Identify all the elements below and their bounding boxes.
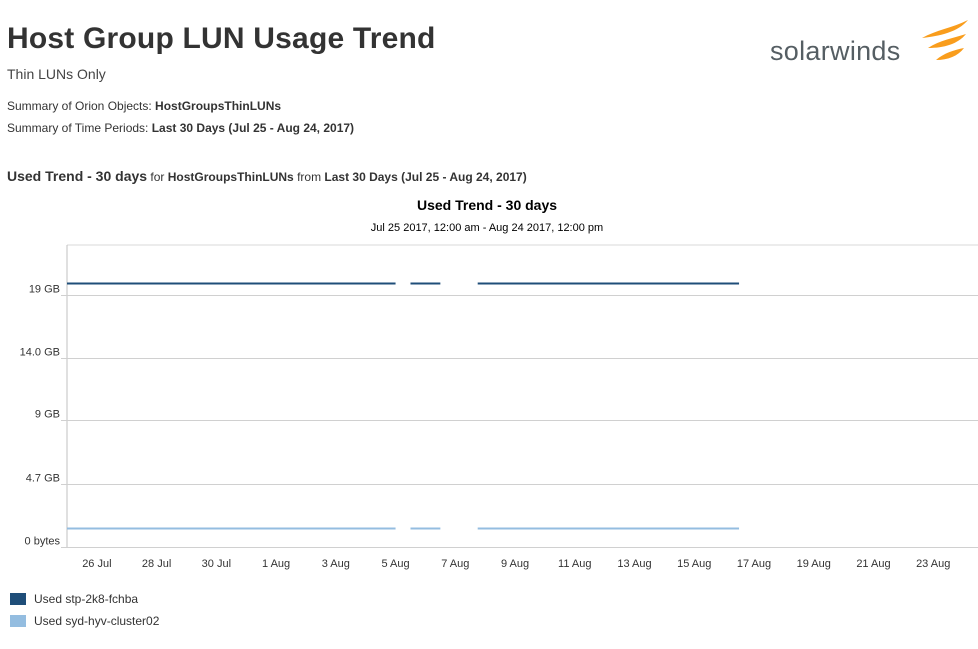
x-tick-label: 28 Jul xyxy=(142,558,171,570)
section-header: Used Trend - 30 days for HostGroupsThinL… xyxy=(7,168,527,184)
x-tick-label: 26 Jul xyxy=(82,558,111,570)
summary-time: Summary of Time Periods: Last 30 Days (J… xyxy=(7,121,354,135)
chart-subtitle: Jul 25 2017, 12:00 am - Aug 24 2017, 12:… xyxy=(371,222,603,234)
legend-item: Used stp-2k8-fchba xyxy=(10,588,159,610)
x-tick-label: 23 Aug xyxy=(916,558,950,570)
section-for: for xyxy=(147,170,168,184)
x-tick-label: 3 Aug xyxy=(322,558,350,570)
y-tick-label: 9 GB xyxy=(35,409,60,421)
x-tick-label: 21 Aug xyxy=(856,558,890,570)
x-tick-label: 9 Aug xyxy=(501,558,529,570)
chart-legend: Used stp-2k8-fchba Used syd-hyv-cluster02 xyxy=(10,588,159,632)
y-tick-label: 4.7 GB xyxy=(26,473,60,485)
x-tick-label: 19 Aug xyxy=(797,558,831,570)
x-tick-label: 30 Jul xyxy=(202,558,231,570)
summary-objects: Summary of Orion Objects: HostGroupsThin… xyxy=(7,99,281,113)
report-title: Host Group LUN Usage Trend xyxy=(7,22,436,55)
legend-label: Used syd-hyv-cluster02 xyxy=(34,614,160,628)
logo-text: solarwinds xyxy=(770,36,901,66)
x-tick-label: 15 Aug xyxy=(677,558,711,570)
summary-objects-value: HostGroupsThinLUNs xyxy=(155,99,282,113)
y-tick-label: 19 GB xyxy=(29,284,60,296)
report-subtitle: Thin LUNs Only xyxy=(7,66,106,82)
solarwinds-logo: solarwinds xyxy=(770,20,970,70)
summary-objects-label: Summary of Orion Objects: xyxy=(7,99,156,113)
legend-swatch xyxy=(10,593,26,605)
section-from: from xyxy=(293,170,325,184)
x-tick-label: 11 Aug xyxy=(558,558,591,570)
x-tick-label: 17 Aug xyxy=(737,558,771,570)
x-tick-label: 7 Aug xyxy=(441,558,469,570)
y-tick-label: 0 bytes xyxy=(25,536,61,548)
x-tick-label: 5 Aug xyxy=(381,558,409,570)
section-period: Last 30 Days (Jul 25 - Aug 24, 2017) xyxy=(324,170,527,184)
usage-trend-chart: Used Trend - 30 days Jul 25 2017, 12:00 a… xyxy=(20,197,978,570)
x-tick-label: 1 Aug xyxy=(262,558,290,570)
legend-label: Used stp-2k8-fchba xyxy=(34,592,139,606)
chart-title: Used Trend - 30 days xyxy=(417,197,557,213)
x-tick-label: 13 Aug xyxy=(617,558,651,570)
flame-icon xyxy=(922,20,968,60)
summary-time-label: Summary of Time Periods: xyxy=(7,121,152,135)
summary-time-value: Last 30 Days (Jul 25 - Aug 24, 2017) xyxy=(151,121,355,135)
section-title: Used Trend - 30 days xyxy=(7,168,148,184)
legend-swatch xyxy=(10,615,26,627)
legend-item: Used syd-hyv-cluster02 xyxy=(10,610,159,632)
section-object: HostGroupsThinLUNs xyxy=(167,170,294,184)
y-tick-label: 14.0 GB xyxy=(20,347,60,359)
